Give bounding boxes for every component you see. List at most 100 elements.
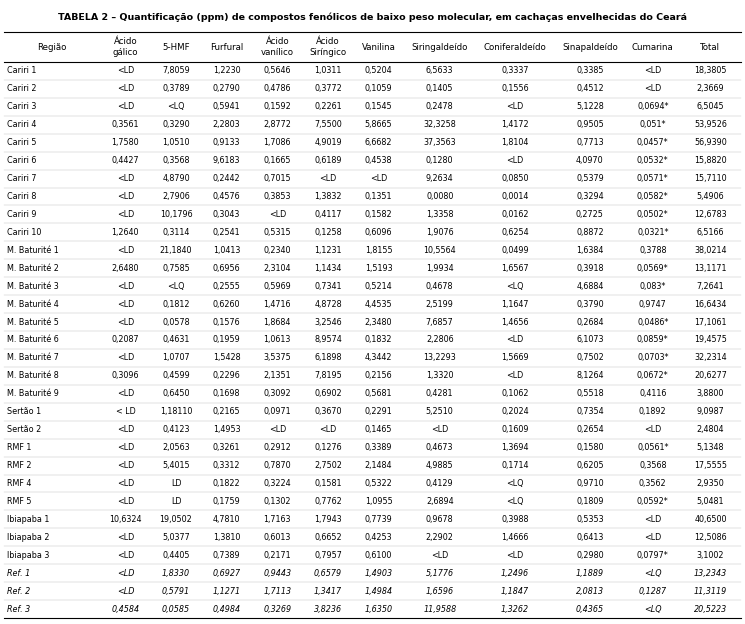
Text: <LD: <LD xyxy=(117,281,134,291)
Text: 0,0703*: 0,0703* xyxy=(637,353,668,363)
Text: 0,4116: 0,4116 xyxy=(639,389,667,398)
Text: 0,1287: 0,1287 xyxy=(638,587,667,595)
Text: 0,4117: 0,4117 xyxy=(314,210,342,219)
Text: Cariri 8: Cariri 8 xyxy=(7,192,37,201)
Text: 0,6205: 0,6205 xyxy=(576,461,603,470)
Text: 3,8800: 3,8800 xyxy=(697,389,724,398)
Text: <LQ: <LQ xyxy=(168,102,185,111)
Text: 0,0532*: 0,0532* xyxy=(637,156,668,165)
Text: 0,1582: 0,1582 xyxy=(365,210,393,219)
Text: <LD: <LD xyxy=(644,84,662,94)
Text: 2,2806: 2,2806 xyxy=(426,336,454,344)
Text: 0,083*: 0,083* xyxy=(640,281,666,291)
Text: 0,1892: 0,1892 xyxy=(639,407,667,416)
Text: 1,0707: 1,0707 xyxy=(162,353,190,363)
Text: 4,6884: 4,6884 xyxy=(576,281,603,291)
Text: <LD: <LD xyxy=(117,533,134,542)
Text: 1,2640: 1,2640 xyxy=(112,228,139,237)
Text: 32,2314: 32,2314 xyxy=(694,353,727,363)
Text: 0,5791: 0,5791 xyxy=(162,587,190,595)
Text: 0,3562: 0,3562 xyxy=(639,479,667,488)
Text: 0,6579: 0,6579 xyxy=(314,568,342,578)
Text: 5,1228: 5,1228 xyxy=(576,102,603,111)
Text: 1,9076: 1,9076 xyxy=(426,228,454,237)
Text: 0,7713: 0,7713 xyxy=(576,138,603,147)
Text: 0,0014: 0,0014 xyxy=(501,192,528,201)
Text: 0,5204: 0,5204 xyxy=(365,67,393,76)
Text: 0,2171: 0,2171 xyxy=(264,551,291,560)
Text: 10,6324: 10,6324 xyxy=(109,515,142,524)
Text: 4,3442: 4,3442 xyxy=(365,353,393,363)
Text: 0,3385: 0,3385 xyxy=(576,67,603,76)
Text: Cariri 2: Cariri 2 xyxy=(7,84,37,94)
Text: 5,2510: 5,2510 xyxy=(426,407,454,416)
Text: 38,0214: 38,0214 xyxy=(694,246,726,255)
Text: Ibiapaba 1: Ibiapaba 1 xyxy=(7,515,49,524)
Text: <LD: <LD xyxy=(117,443,134,452)
Text: <LD: <LD xyxy=(506,371,524,381)
Text: 1,4172: 1,4172 xyxy=(501,120,529,129)
Text: 0,0585: 0,0585 xyxy=(162,605,190,613)
Text: 6,1073: 6,1073 xyxy=(576,336,603,344)
Text: 7,2641: 7,2641 xyxy=(697,281,724,291)
Text: 0,4678: 0,4678 xyxy=(426,281,454,291)
Text: 1,8330: 1,8330 xyxy=(162,568,190,578)
Text: 15,7110: 15,7110 xyxy=(694,174,727,183)
Text: 0,2087: 0,2087 xyxy=(112,336,139,344)
Text: 0,1059: 0,1059 xyxy=(365,84,393,94)
Text: Ibiapaba 2: Ibiapaba 2 xyxy=(7,533,49,542)
Text: Cariri 10: Cariri 10 xyxy=(7,228,42,237)
Text: 15,8820: 15,8820 xyxy=(694,156,727,165)
Text: 0,3269: 0,3269 xyxy=(263,605,291,613)
Text: 0,0578: 0,0578 xyxy=(162,318,190,326)
Text: 2,9350: 2,9350 xyxy=(697,479,724,488)
Text: 2,2902: 2,2902 xyxy=(426,533,454,542)
Text: 0,1812: 0,1812 xyxy=(162,300,190,309)
Text: M. Baturité 6: M. Baturité 6 xyxy=(7,336,59,344)
Text: <LD: <LD xyxy=(117,461,134,470)
Text: 0,2684: 0,2684 xyxy=(576,318,603,326)
Text: 0,2165: 0,2165 xyxy=(213,407,241,416)
Text: 5-HMF: 5-HMF xyxy=(162,42,190,52)
Text: Cariri 9: Cariri 9 xyxy=(7,210,37,219)
Text: 0,7389: 0,7389 xyxy=(213,551,241,560)
Text: 10,1796: 10,1796 xyxy=(159,210,192,219)
Text: 2,5199: 2,5199 xyxy=(426,300,454,309)
Text: <LD: <LD xyxy=(431,425,448,434)
Text: 11,9588: 11,9588 xyxy=(423,605,457,613)
Text: 0,5379: 0,5379 xyxy=(576,174,603,183)
Text: 0,6413: 0,6413 xyxy=(576,533,603,542)
Text: 1,1889: 1,1889 xyxy=(576,568,604,578)
Text: 0,2790: 0,2790 xyxy=(213,84,241,94)
Text: 0,2980: 0,2980 xyxy=(576,551,603,560)
Text: 5,0377: 5,0377 xyxy=(162,533,190,542)
Text: 0,4786: 0,4786 xyxy=(264,84,291,94)
Text: 0,3043: 0,3043 xyxy=(213,210,241,219)
Text: 17,1061: 17,1061 xyxy=(694,318,726,326)
Text: 3,8236: 3,8236 xyxy=(314,605,342,613)
Text: Furfural: Furfural xyxy=(210,42,244,52)
Text: 0,0592*: 0,0592* xyxy=(637,497,669,506)
Text: 0,1665: 0,1665 xyxy=(264,156,291,165)
Text: 0,1714: 0,1714 xyxy=(501,461,529,470)
Text: 0,2442: 0,2442 xyxy=(213,174,241,183)
Text: RMF 5: RMF 5 xyxy=(7,497,31,506)
Text: 0,4281: 0,4281 xyxy=(426,389,454,398)
Text: 7,6857: 7,6857 xyxy=(426,318,454,326)
Text: 2,7906: 2,7906 xyxy=(162,192,190,201)
Text: <LD: <LD xyxy=(117,389,134,398)
Text: Cumarina: Cumarina xyxy=(632,42,673,52)
Text: 0,7762: 0,7762 xyxy=(314,497,342,506)
Text: <LD: <LD xyxy=(506,102,524,111)
Text: RMF 4: RMF 4 xyxy=(7,479,31,488)
Text: 0,6260: 0,6260 xyxy=(213,300,241,309)
Text: <LD: <LD xyxy=(269,210,286,219)
Text: 0,7870: 0,7870 xyxy=(264,461,291,470)
Text: 2,6894: 2,6894 xyxy=(426,497,454,506)
Text: 0,0672*: 0,0672* xyxy=(637,371,668,381)
Text: 3,2546: 3,2546 xyxy=(314,318,342,326)
Text: 0,5941: 0,5941 xyxy=(213,102,241,111)
Text: <LD: <LD xyxy=(117,300,134,309)
Text: 9,6183: 9,6183 xyxy=(213,156,241,165)
Text: 0,1556: 0,1556 xyxy=(501,84,529,94)
